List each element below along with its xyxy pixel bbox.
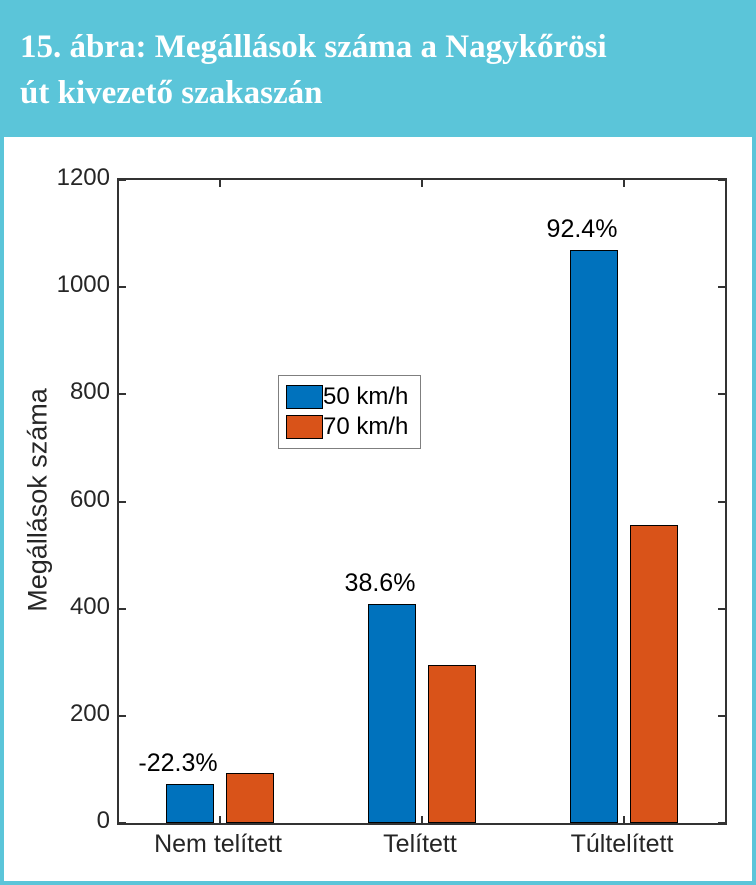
y-tick-label: 0	[96, 807, 110, 834]
figure-caption-line2: út kivezető szakaszán	[20, 75, 323, 111]
x-axis-tick	[219, 816, 221, 823]
y-axis-tick	[119, 179, 126, 181]
x-axis-tick	[421, 816, 423, 823]
figure-caption: 15. ábra: Megállások száma a Nagykőrösi …	[0, 0, 756, 137]
legend: 50 km/h 70 km/h	[278, 375, 422, 449]
y-axis-tick	[718, 714, 725, 717]
legend-swatch-70kmh-icon	[286, 415, 323, 439]
legend-label-70kmh: 70 km/h	[323, 413, 409, 440]
y-tick-label: 600	[69, 485, 110, 513]
y-axis-tick	[119, 714, 126, 717]
y-axis-tick	[119, 822, 126, 824]
y-axis-tick	[119, 607, 126, 610]
y-axis-tick	[718, 822, 725, 824]
bar-percentage-label: -22.3%	[138, 748, 218, 777]
x-axis-tick	[623, 816, 625, 823]
y-axis-tick	[718, 393, 725, 396]
bar-percentage-label: 38.6%	[344, 568, 416, 597]
y-axis-tick	[718, 607, 725, 610]
bar-50kmh-2	[368, 603, 416, 823]
y-axis-tick	[119, 393, 126, 396]
x-axis-tick	[623, 180, 625, 187]
figure-caption-line1: 15. ábra: Megállások száma a Nagykőrösi	[20, 29, 607, 65]
bar-50kmh-1	[166, 783, 214, 823]
x-tick-label-nem-telitett: Nem telített	[154, 830, 282, 858]
bar-percentage-label: 92.4%	[546, 214, 618, 243]
y-axis-tick	[119, 286, 126, 289]
x-tick-label-telitett: Telített	[383, 830, 457, 858]
y-tick-label: 200	[69, 699, 110, 727]
bar-70kmh-1	[226, 772, 274, 823]
y-tick-label: 400	[69, 592, 110, 620]
legend-item-50kmh: 50 km/h	[286, 382, 408, 412]
x-axis-tick	[219, 180, 221, 187]
bar-50kmh-3	[570, 249, 618, 823]
y-tick-label: 1000	[56, 271, 110, 299]
x-tick-label-tultelitett: Túltelített	[570, 830, 674, 858]
y-axis-tick	[119, 500, 126, 503]
legend-swatch-50kmh-icon	[286, 385, 323, 409]
legend-label-50kmh: 50 km/h	[323, 383, 409, 410]
bar-70kmh-2	[428, 664, 476, 823]
x-axis-tick	[421, 180, 423, 187]
y-tick-label: 800	[69, 378, 110, 406]
y-axis-tick	[718, 179, 725, 181]
y-tick-label: 1200	[56, 164, 110, 191]
legend-item-70kmh: 70 km/h	[286, 412, 408, 442]
bar-70kmh-3	[630, 525, 678, 823]
plot-area	[117, 178, 727, 825]
y-axis-tick	[718, 286, 725, 289]
y-axis-tick	[718, 500, 725, 503]
